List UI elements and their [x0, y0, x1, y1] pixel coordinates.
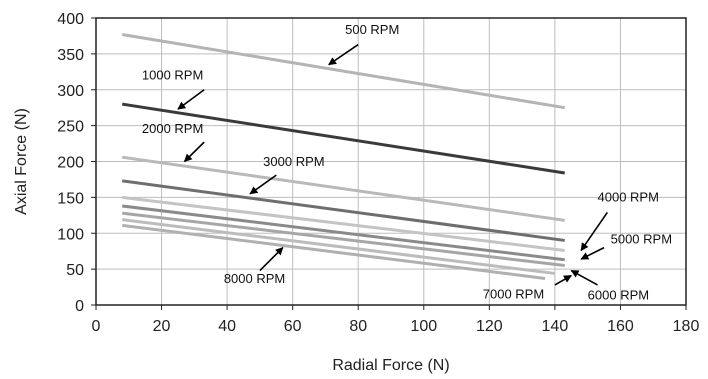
y-tick-label: 150: [57, 190, 84, 207]
y-tick-label: 400: [57, 11, 84, 28]
y-tick-label: 200: [57, 155, 84, 172]
x-axis-title: Radial Force (N): [332, 357, 449, 374]
annotation-label-7000-rpm: 7000 RPM: [483, 287, 544, 302]
series-line-8000-rpm: [122, 223, 546, 280]
y-axis-title: Axial Force (N): [13, 108, 30, 215]
annotation-arrow-500-rpm: [328, 43, 359, 66]
annotation-arrow-1000-rpm: [177, 89, 205, 110]
series-line-2000-rpm: [122, 155, 565, 222]
annotation-label-1000-rpm: 1000 RPM: [142, 68, 203, 83]
y-tick-label: 50: [66, 262, 84, 279]
x-tick-label: 60: [284, 318, 302, 335]
x-tick-label: 100: [410, 318, 437, 335]
series-layer: [121, 33, 565, 280]
series-line-5000-rpm: [122, 204, 565, 262]
annotation-label-5000-rpm: 5000 RPM: [611, 231, 672, 246]
annotation-label-6000-rpm: 6000 RPM: [588, 287, 649, 302]
x-tick-label: 120: [476, 318, 503, 335]
y-tick-label: 300: [57, 83, 84, 100]
series-line-6000-rpm: [122, 211, 565, 268]
annotation-label-3000-rpm: 3000 RPM: [263, 154, 324, 169]
tick-labels: 0 20 40 60 80 100 120 140 160 180 0 50 100 150 200 250 3…: [57, 11, 699, 335]
series-line-1000-rpm: [121, 102, 565, 175]
annotation-label-4000-rpm: 4000 RPM: [598, 190, 659, 205]
y-tick-label: 100: [57, 226, 84, 243]
annotation-arrow-8000-rpm: [259, 247, 284, 272]
annotation-label-2000-rpm: 2000 RPM: [142, 121, 203, 136]
x-tick-label: 140: [542, 318, 569, 335]
x-tick-label: 20: [153, 318, 171, 335]
annotation-label-500-rpm: 500 RPM: [345, 22, 399, 37]
annotation-arrow-7000-rpm: [554, 274, 572, 286]
series-line-7000-rpm: [122, 218, 556, 275]
y-tick-label: 350: [57, 47, 84, 64]
annotation-arrow-4000-rpm: [580, 211, 608, 252]
y-tick-label: 250: [57, 119, 84, 136]
x-tick-label: 180: [673, 318, 700, 335]
annotation-label-8000-rpm: 8000 RPM: [224, 271, 285, 286]
x-tick-label: 160: [607, 318, 634, 335]
series-line-500-rpm: [121, 33, 565, 110]
series-line-4000-rpm: [122, 195, 565, 252]
x-tick-label: 80: [349, 318, 367, 335]
annotation-arrow-3000-rpm: [249, 174, 277, 195]
x-tick-label: 40: [218, 318, 236, 335]
annotation-arrow-5000-rpm: [580, 246, 605, 260]
x-tick-label: 0: [92, 318, 101, 335]
series-line-3000-rpm: [122, 179, 565, 242]
annotation-arrow-2000-rpm: [183, 141, 205, 163]
y-tick-label: 0: [75, 298, 84, 315]
annotation-arrow-6000-rpm: [570, 269, 598, 286]
annotations: 500 RPM 1000 RPM 2000 RPM 3000 RPM 4000 RPM 5…: [142, 22, 672, 302]
